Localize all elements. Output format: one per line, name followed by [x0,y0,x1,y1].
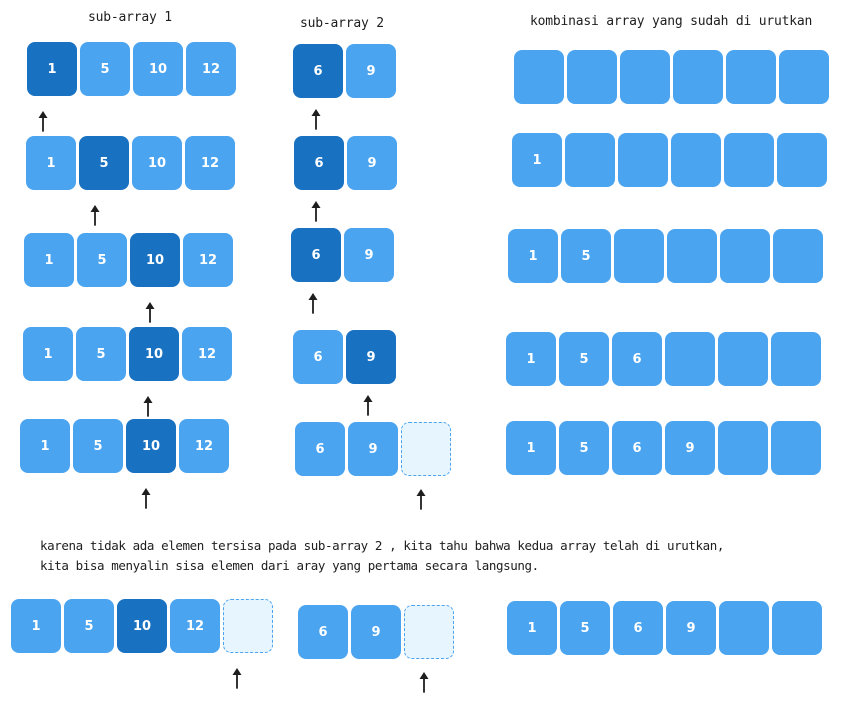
step-4-sub1-cell-active: 10 [129,327,179,381]
step-5-merged-cell: 9 [665,421,715,475]
step-4-merged-cell: 1 [506,332,556,386]
final-step-merged-cell [719,601,769,655]
final-step-sub1-cell-empty [223,599,273,653]
step-5-merged-cell: 1 [506,421,556,475]
step-2-sub1-cell-active: 5 [79,136,129,190]
step-4-sub2-cell-active: 9 [346,330,396,384]
step-4-sub2-pointer-arrow-icon [363,395,373,416]
step-2-merged-cell [671,133,721,187]
step-4-sub1-cell: 12 [182,327,232,381]
step-3-merged-cell [720,229,770,283]
final-step-sub1-cell: 1 [11,599,61,653]
step-4-merged-cell [665,332,715,386]
step-2-sub1-pointer-arrow-icon [90,205,100,226]
title-merged-array: kombinasi array yang sudah di urutkan [530,14,813,29]
final-step-sub1-cell-active: 10 [117,599,167,653]
final-step-sub2-cell: 9 [351,605,401,659]
step-5-merged-cell: 6 [612,421,662,475]
step-1-sub2-cell-active: 6 [293,44,343,98]
step-1-merged-cell [620,50,670,104]
step-3-merged-cell: 5 [561,229,611,283]
step-5-sub2-cell: 9 [348,422,398,476]
step-1-sub1-cell: 10 [133,42,183,96]
step-5-merged-cell: 5 [559,421,609,475]
step-3-sub2-cell-active: 6 [291,228,341,282]
step-4-merged-cell: 5 [559,332,609,386]
step-1-merged-cell [779,50,829,104]
step-5-sub1-cell: 5 [73,419,123,473]
step-4-sub1-cell: 5 [76,327,126,381]
title-sub-array-1: sub-array 1 [88,10,172,25]
step-5-sub1-cell-active: 10 [126,419,176,473]
step-2-merged-cell [724,133,774,187]
step-5-sub1-pointer-arrow-icon [141,488,151,509]
step-3-sub1-cell: 5 [77,233,127,287]
final-step-merged-cell: 5 [560,601,610,655]
step-3-merged-cell: 1 [508,229,558,283]
final-step-merged-cell: 9 [666,601,716,655]
final-step-sub2-cell-empty [404,605,454,659]
title-sub-array-2: sub-array 2 [300,16,384,31]
step-4-sub1-pointer-arrow-icon [143,396,153,417]
step-5-sub2-cell: 6 [295,422,345,476]
explanation-line-2: kita bisa menyalin sisa elemen dari aray… [40,558,539,573]
step-1-merged-cell [567,50,617,104]
final-step-sub1-pointer-arrow-icon [232,668,242,689]
step-2-merged-cell [565,133,615,187]
step-2-merged-cell [618,133,668,187]
final-step-merged-cell [772,601,822,655]
step-3-merged-cell [667,229,717,283]
final-step-merged-cell: 6 [613,601,663,655]
step-2-merged-cell: 1 [512,133,562,187]
step-1-sub1-cell-active: 1 [27,42,77,96]
step-1-sub2-cell: 9 [346,44,396,98]
step-2-merged-cell [777,133,827,187]
step-3-sub2-cell: 9 [344,228,394,282]
step-2-sub2-cell: 9 [347,136,397,190]
step-4-merged-cell [771,332,821,386]
step-1-sub1-pointer-arrow-icon [38,111,48,132]
step-5-sub2-pointer-arrow-icon [416,489,426,510]
final-step-sub1-cell: 5 [64,599,114,653]
step-3-sub1-cell: 1 [24,233,74,287]
step-1-sub1-cell: 12 [186,42,236,96]
step-2-sub1-cell: 10 [132,136,182,190]
step-3-sub1-cell: 12 [183,233,233,287]
step-4-sub1-cell: 1 [23,327,73,381]
step-1-sub1-cell: 5 [80,42,130,96]
final-step-merged-cell: 1 [507,601,557,655]
step-3-sub2-pointer-arrow-icon [308,293,318,314]
step-2-sub1-cell: 1 [26,136,76,190]
step-1-merged-cell [673,50,723,104]
final-step-sub1-cell: 12 [170,599,220,653]
final-step-sub2-pointer-arrow-icon [419,672,429,693]
step-3-sub1-pointer-arrow-icon [145,302,155,323]
step-5-sub1-cell: 1 [20,419,70,473]
step-2-sub2-cell-active: 6 [294,136,344,190]
step-5-sub1-cell: 12 [179,419,229,473]
step-5-sub2-cell-empty [401,422,451,476]
step-1-merged-cell [726,50,776,104]
step-3-merged-cell [773,229,823,283]
step-1-sub2-pointer-arrow-icon [311,109,321,130]
step-5-merged-cell [718,421,768,475]
step-2-sub2-pointer-arrow-icon [311,201,321,222]
step-4-merged-cell [718,332,768,386]
step-4-merged-cell: 6 [612,332,662,386]
explanation-line-1: karena tidak ada elemen tersisa pada sub… [40,538,725,553]
step-1-merged-cell [514,50,564,104]
step-2-sub1-cell: 12 [185,136,235,190]
step-5-merged-cell [771,421,821,475]
step-4-sub2-cell: 6 [293,330,343,384]
final-step-sub2-cell: 6 [298,605,348,659]
step-3-merged-cell [614,229,664,283]
step-3-sub1-cell-active: 10 [130,233,180,287]
